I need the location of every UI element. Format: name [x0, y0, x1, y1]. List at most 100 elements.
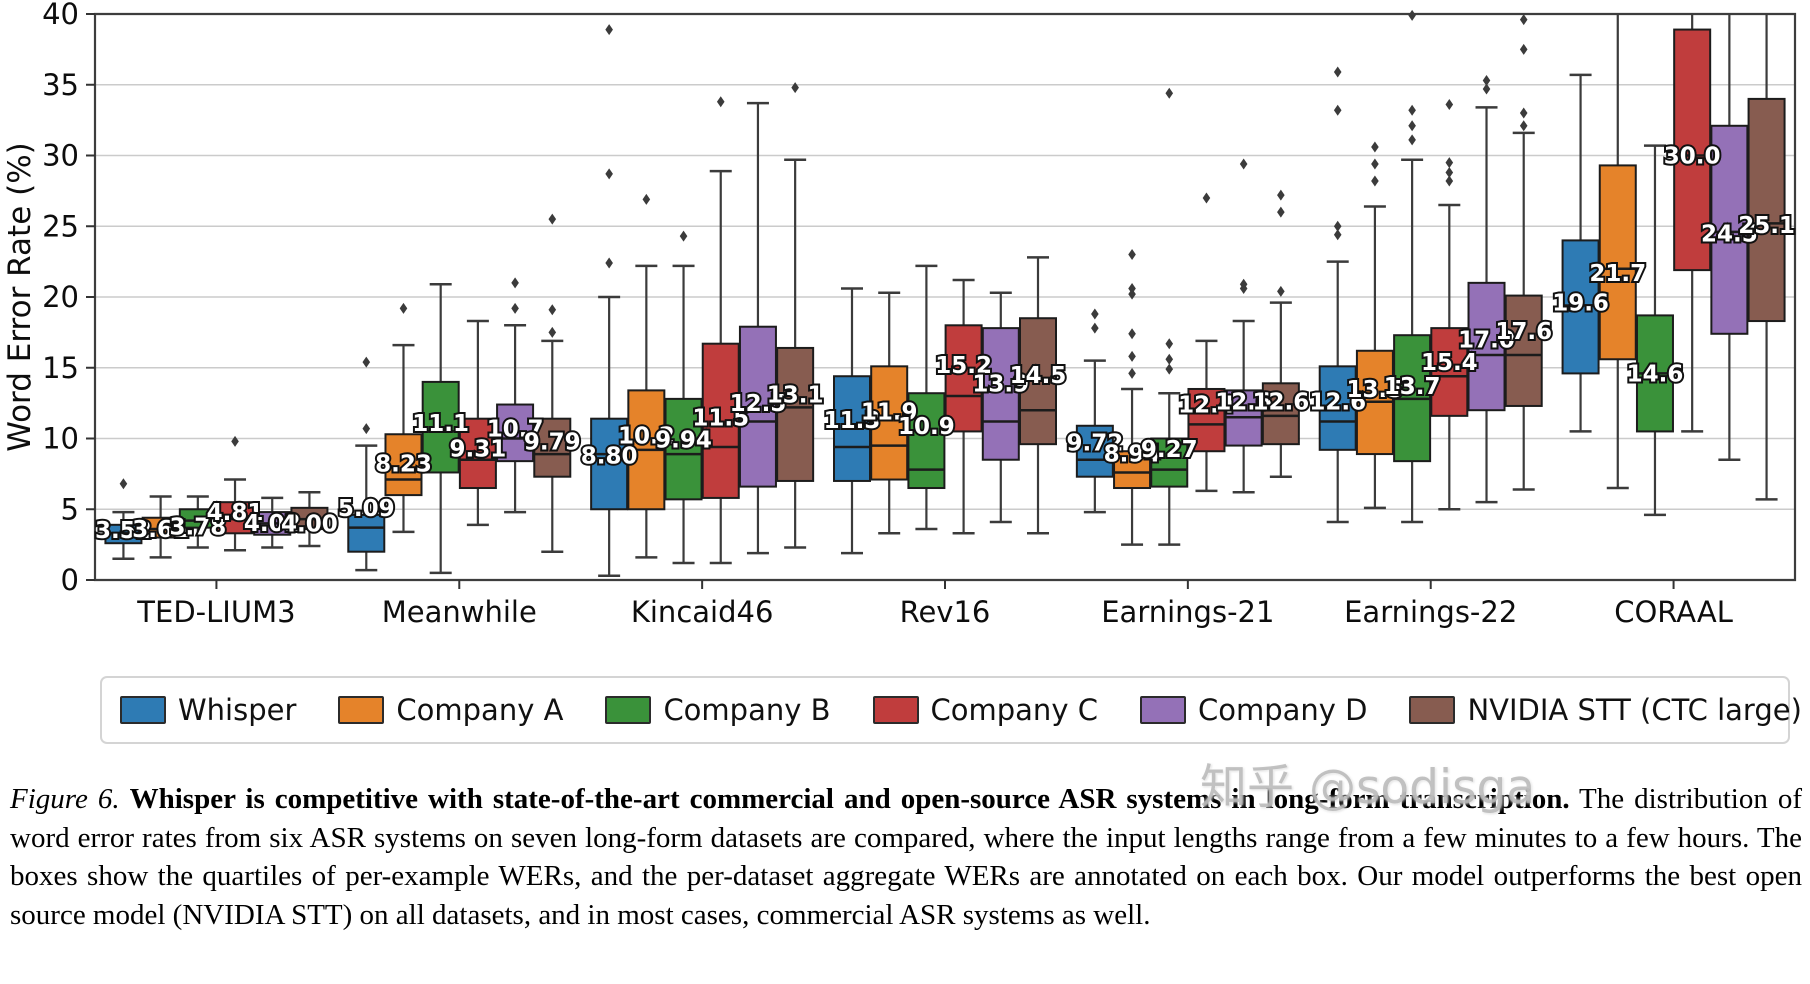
outlier-diamond-icon	[1128, 249, 1136, 261]
outlier-diamond-icon	[1277, 206, 1285, 218]
y-tick-label: 0	[61, 563, 79, 597]
legend: Whisper Company A Company B Company C Compan…	[100, 676, 1802, 744]
y-tick-label: 35	[42, 68, 79, 102]
aggregate-wer-annotation: 9.27	[1141, 437, 1198, 463]
outlier-diamond-icon	[1519, 120, 1528, 132]
outlier-diamond-icon	[1333, 66, 1342, 78]
x-tick-label: Meanwhile	[382, 595, 537, 629]
outlier-diamond-icon	[1445, 99, 1454, 111]
aggregate-wer-annotation: 9.79	[524, 429, 581, 455]
aggregate-wer-annotation: 15.2	[935, 353, 992, 379]
outlier-diamond-icon	[362, 423, 371, 435]
outlier-diamond-icon	[1445, 175, 1454, 187]
aggregate-wer-annotation: 12.4	[1178, 393, 1235, 419]
outlier-diamond-icon	[231, 435, 239, 447]
outlier-diamond-icon	[548, 326, 557, 338]
outlier-diamond-icon	[548, 304, 557, 316]
outlier-diamond-icon	[362, 356, 371, 368]
y-tick-label: 15	[42, 351, 79, 385]
outlier-diamond-icon	[1408, 120, 1416, 132]
outlier-diamond-icon	[1445, 157, 1454, 169]
box-nvidia-stt-ctc-large--kincaid46	[776, 346, 815, 482]
legend-swatch-icon	[1409, 696, 1456, 724]
aggregate-wer-annotation: 10.7	[487, 417, 544, 443]
y-tick-label: 40	[42, 0, 79, 31]
outlier-diamond-icon	[1165, 353, 1174, 365]
aggregate-wer-annotation: 11.1	[412, 411, 469, 437]
outlier-diamond-icon	[1128, 283, 1136, 295]
outlier-diamond-icon	[1445, 166, 1454, 178]
box-whisper-coraal	[1561, 239, 1600, 375]
box-company-b-ted-lium3	[178, 508, 217, 529]
aggregate-wer-annotation: 12.6	[1215, 390, 1272, 416]
outlier-diamond-icon	[716, 96, 725, 108]
aggregate-wer-annotation: 11.3	[824, 408, 881, 434]
aggregate-wer-annotation: 17.0	[1458, 327, 1515, 353]
box-company-a-ted-lium3	[141, 516, 180, 539]
box-company-d-coraal	[1710, 124, 1749, 335]
legend-label: Company D	[1197, 693, 1368, 727]
outlier-diamond-icon	[1408, 134, 1416, 146]
caption-bold-title: Whisper is competitive with state-of-the…	[129, 783, 1570, 815]
aggregate-wer-annotation: 13.7	[1384, 374, 1441, 400]
outlier-diamond-icon	[1371, 141, 1379, 153]
legend-item-company-c: Company C	[872, 693, 1098, 727]
outlier-diamond-icon	[399, 302, 408, 314]
legend-item-company-b: Company B	[605, 693, 831, 727]
aggregate-wer-annotation: 19.6	[1552, 291, 1609, 317]
aggregate-wer-annotation: 3.61	[132, 517, 189, 543]
boxplot-chart: 0 5 10 15 20 25 30 35 40 Word Error Rate (%) TED-L…	[2, 0, 1797, 629]
aggregate-wer-annotation: 24.5	[1701, 221, 1758, 247]
outlier-diamond-icon	[605, 257, 613, 269]
aggregate-wer-annotation: 5.09	[338, 496, 395, 522]
outlier-diamond-icon	[1128, 328, 1136, 340]
outlier-diamond-icon	[1165, 363, 1174, 375]
aggregate-wer-annotation: 12.5	[730, 391, 787, 417]
y-tick-label: 10	[42, 422, 79, 456]
outlier-diamond-icon	[1333, 229, 1342, 241]
outlier-diamond-icon	[1333, 220, 1342, 232]
box-company-b-meanwhile	[421, 380, 460, 474]
outlier-diamond-icon	[1371, 158, 1379, 170]
box-nvidia-stt-ctc-large--rev16	[1019, 317, 1057, 446]
aggregate-wer-annotation: 4.00	[281, 511, 338, 537]
x-tick-label: Earnings-22	[1344, 595, 1517, 629]
aggregate-wer-annotation: 9.31	[450, 436, 507, 462]
box-whisper-earnings-21	[1075, 424, 1114, 478]
outlier-diamond-icon	[1482, 83, 1491, 95]
aggregate-wer-annotation: 8.23	[375, 452, 432, 478]
aggregate-wer-annotation: 3.52	[95, 518, 152, 544]
aggregate-wer-annotation: 12.6	[1309, 390, 1366, 416]
x-tick-label: Earnings-21	[1101, 595, 1274, 629]
outlier-diamond-icon	[1519, 43, 1528, 55]
aggregate-wer-annotation: 21.7	[1589, 261, 1646, 287]
x-tick-label: Rev16	[900, 595, 991, 629]
legend-item-whisper: Whisper	[120, 693, 296, 727]
aggregate-wer-annotation: 13.9	[972, 371, 1029, 397]
x-tick-label: CORAAL	[1614, 595, 1733, 629]
outlier-diamond-icon	[1482, 75, 1491, 87]
box-nvidia-stt-ctc-large--coraal	[1747, 97, 1786, 323]
box-company-b-earnings-21	[1150, 437, 1189, 488]
legend-item-company-a: Company A	[338, 693, 563, 727]
outlier-diamond-icon	[1128, 350, 1136, 362]
y-tick-label: 30	[42, 139, 79, 173]
box-company-b-rev16	[907, 392, 946, 490]
outlier-diamond-icon	[1128, 288, 1136, 300]
box-whisper-kincaid46	[590, 417, 629, 511]
outlier-diamond-icon	[548, 213, 557, 225]
y-tick-label: 25	[42, 209, 79, 243]
aggregate-wer-annotation: 13.5	[1347, 377, 1404, 403]
box-company-b-kincaid46	[664, 397, 703, 501]
legend-swatch-icon	[1139, 696, 1186, 724]
outlier-diamond-icon	[511, 277, 519, 289]
box-nvidia-stt-ctc-large--earnings-22	[1504, 294, 1543, 407]
outlier-diamond-icon	[1519, 107, 1528, 119]
outlier-diamond-icon	[1408, 9, 1416, 21]
box-company-d-earnings-22	[1467, 281, 1506, 412]
box-whisper-rev16	[833, 375, 871, 482]
caption-body: The distribution of word error rates fro…	[10, 783, 1802, 931]
legend-label: Company C	[930, 693, 1098, 727]
box-company-a-coraal	[1598, 164, 1637, 361]
aggregate-wer-annotation: 10.2	[618, 424, 675, 450]
